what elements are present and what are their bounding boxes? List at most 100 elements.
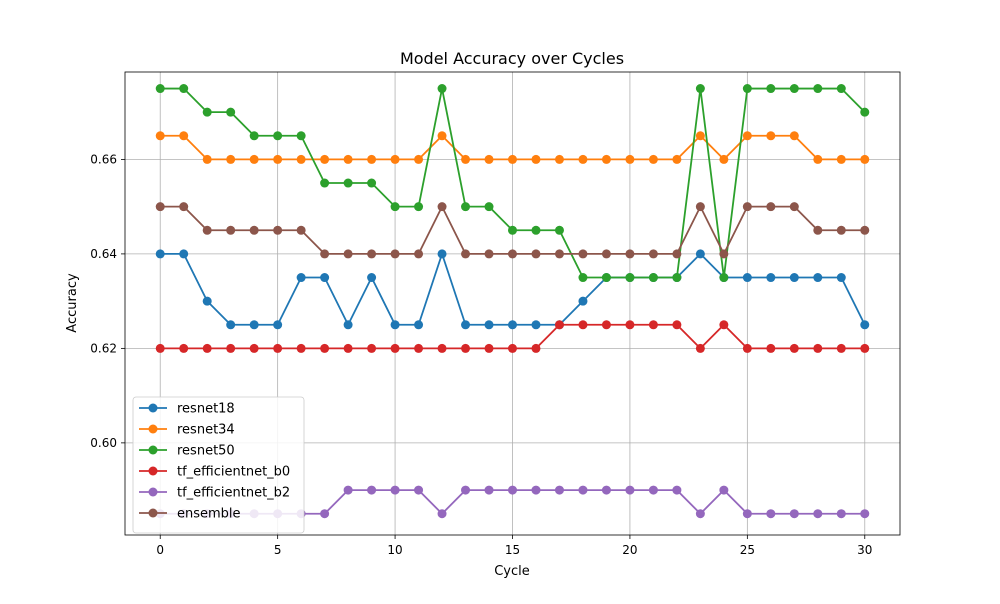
data-point (601, 320, 611, 330)
data-point (343, 320, 353, 330)
data-point (789, 131, 799, 141)
chart-title: Model Accuracy over Cycles (400, 49, 624, 68)
legend-label: tf_efficientnet_b2 (177, 486, 290, 501)
data-point (367, 178, 377, 188)
data-point (625, 154, 635, 164)
data-point (484, 320, 494, 330)
y-tick-label: 0.60 (90, 436, 117, 450)
legend-item: resnet18 (139, 402, 235, 417)
data-point (461, 154, 471, 164)
legend-label: tf_efficientnet_b0 (177, 465, 290, 480)
x-axis-label: Cycle (494, 564, 530, 579)
data-point (625, 273, 635, 283)
data-point (508, 485, 517, 495)
data-point (273, 320, 283, 330)
data-point (695, 131, 705, 141)
data-point (554, 320, 564, 330)
data-point (249, 320, 259, 330)
series-resnet50 (155, 84, 870, 283)
data-point (578, 154, 588, 164)
data-point (766, 509, 776, 519)
data-point (202, 343, 212, 353)
data-point (343, 343, 353, 353)
legend-swatch-marker (148, 403, 158, 413)
data-point (484, 343, 494, 353)
data-point (836, 273, 846, 283)
series-layer (155, 84, 870, 519)
data-point (836, 225, 846, 235)
data-point (155, 343, 165, 353)
data-point (320, 343, 330, 353)
data-point (531, 154, 541, 164)
data-point (296, 131, 306, 141)
data-point (320, 178, 330, 188)
x-tick-label: 25 (740, 543, 755, 557)
data-point (320, 509, 330, 519)
data-point (484, 249, 494, 259)
data-point (836, 84, 846, 94)
data-point (578, 273, 588, 283)
data-point (648, 485, 658, 495)
series-ensemble (155, 202, 870, 259)
data-point (414, 202, 424, 212)
data-point (601, 154, 611, 164)
data-point (578, 296, 588, 306)
data-point (437, 131, 447, 141)
data-point (226, 154, 236, 164)
data-point (742, 202, 752, 212)
series-resnet34 (155, 131, 870, 164)
legend-swatch-marker (148, 445, 158, 455)
data-point (202, 154, 212, 164)
data-point (695, 249, 705, 259)
axes-layer: 0 5 10 15 20 25 30 0.60 0.62 0.64 0.66 (90, 71, 901, 557)
data-point (672, 320, 682, 330)
data-point (414, 249, 424, 259)
data-point (766, 273, 776, 283)
data-point (461, 343, 471, 353)
data-point (531, 320, 541, 330)
data-point (414, 343, 424, 353)
data-point (437, 509, 447, 519)
data-point (789, 202, 799, 212)
data-point (273, 131, 283, 141)
data-point (273, 343, 283, 353)
series-tf_efficientnet_b0 (155, 320, 870, 353)
data-point (531, 225, 541, 235)
data-point (813, 509, 823, 519)
data-point (554, 485, 564, 495)
data-point (367, 154, 377, 164)
data-point (461, 202, 471, 212)
data-point (860, 509, 870, 519)
data-point (742, 84, 752, 94)
data-point (179, 343, 189, 353)
data-point (766, 343, 776, 353)
data-point (578, 320, 588, 330)
data-point (437, 249, 447, 259)
data-point (484, 485, 494, 495)
data-point (273, 225, 283, 235)
data-point (437, 84, 447, 94)
data-point (719, 154, 729, 164)
data-point (719, 320, 729, 330)
data-point (367, 249, 377, 259)
data-point (390, 343, 400, 353)
data-point (648, 249, 658, 259)
data-point (343, 154, 353, 164)
data-point (296, 343, 306, 353)
legend-swatch-marker (148, 487, 158, 497)
data-point (390, 249, 400, 259)
data-point (508, 320, 517, 330)
data-point (296, 273, 306, 283)
data-point (508, 249, 517, 259)
data-point (226, 107, 236, 117)
data-point (695, 343, 705, 353)
y-tick-label: 0.64 (90, 247, 117, 261)
data-point (320, 249, 330, 259)
data-point (672, 485, 682, 495)
y-tick-label: 0.62 (90, 341, 117, 355)
data-point (155, 84, 165, 94)
data-point (836, 509, 846, 519)
data-point (578, 249, 588, 259)
data-point (648, 154, 658, 164)
